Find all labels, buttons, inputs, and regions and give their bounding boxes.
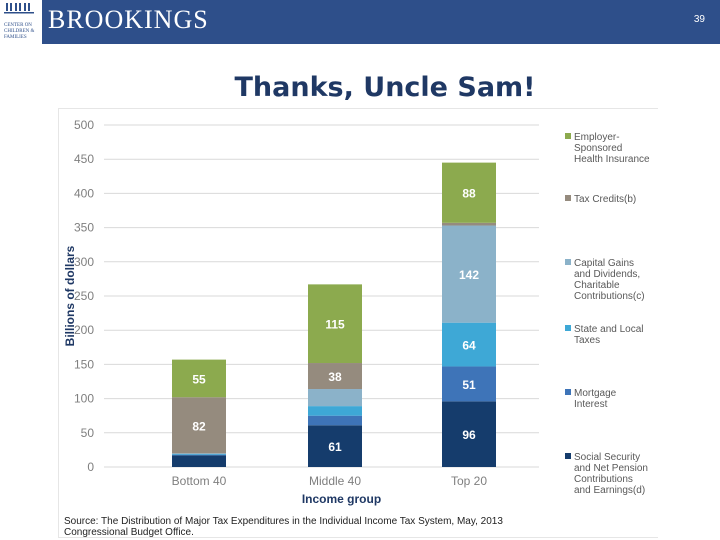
columns-icon xyxy=(4,3,34,14)
bar-segment xyxy=(308,406,362,416)
logo-text: CENTER ON CHILDREN & FAMILIES xyxy=(4,23,35,40)
data-label: 142 xyxy=(459,268,479,282)
y-tick-label: 350 xyxy=(74,221,94,235)
legend-entry-line: Employer- xyxy=(574,132,620,143)
x-tick-label: Top 20 xyxy=(451,474,487,488)
bar-segment xyxy=(172,397,226,454)
y-tick-label: 200 xyxy=(74,323,94,337)
legend-entry-line: Tax Credits(b) xyxy=(574,194,636,205)
y-tick-label: 450 xyxy=(74,152,94,166)
legend-swatch xyxy=(565,259,571,265)
header-bar: CENTER ON CHILDREN & FAMILIES BROOKINGS … xyxy=(0,0,720,44)
legend-entry: Mortgage Interest xyxy=(574,388,617,410)
legend-entry-line: Sponsored xyxy=(574,143,622,154)
legend-entry: Capital Gains and Dividends, Charitable Con… xyxy=(574,258,645,302)
legend-entry-line: and Net Pension xyxy=(574,463,648,474)
y-tick-label: 500 xyxy=(74,118,94,132)
bar-segment xyxy=(442,222,496,226)
bar-segment xyxy=(442,322,496,367)
data-label: 64 xyxy=(462,339,476,353)
bar-segment xyxy=(442,225,496,323)
legend-entry-line: Health Insurance xyxy=(574,154,650,165)
legend-entry-line: Taxes xyxy=(574,335,600,346)
x-axis-label: Income group xyxy=(302,492,381,506)
y-axis-label: Billions of dollars xyxy=(63,245,77,346)
legend-swatch xyxy=(565,133,571,139)
y-tick-label: 0 xyxy=(87,460,94,474)
legend-entry-line: Interest xyxy=(574,399,608,410)
legend-swatch xyxy=(565,453,571,459)
brookings-logo: CENTER ON CHILDREN & FAMILIES xyxy=(0,0,42,44)
legend-entry: Tax Credits(b) xyxy=(574,194,636,205)
legend-entry-line: Contributions xyxy=(574,474,633,485)
slide-title: Thanks, Uncle Sam! xyxy=(234,72,536,103)
data-label: 82 xyxy=(192,419,206,433)
slide-title-wrap: Thanks, Uncle Sam! xyxy=(0,72,720,103)
bar-segment xyxy=(442,162,496,223)
bar-segment xyxy=(442,366,496,402)
side-strip xyxy=(658,108,720,540)
y-tick-label: 400 xyxy=(74,186,94,200)
legend-entry: Social Security and Net Pension Contributi… xyxy=(574,452,648,496)
data-label: 96 xyxy=(462,428,476,442)
y-tick-label: 50 xyxy=(81,426,95,440)
bar-segment xyxy=(308,415,362,426)
source-note: Source: The Distribution of Major Tax Ex… xyxy=(64,516,503,538)
legend-entry-line: and Earnings(d) xyxy=(574,485,645,496)
bar-segment xyxy=(172,454,226,456)
legend-entry-line: Social Security xyxy=(574,452,640,463)
bar-segment xyxy=(172,454,226,455)
data-label: 61 xyxy=(328,440,342,454)
bar-segment xyxy=(308,363,362,390)
bar-segment xyxy=(442,401,496,467)
data-label: 88 xyxy=(462,187,476,201)
legend-entry: State and Local Taxes xyxy=(574,324,644,346)
legend-swatch xyxy=(565,325,571,331)
legend-swatch xyxy=(565,195,571,201)
bar-segment xyxy=(172,453,226,455)
legend-entry-line: Contributions(c) xyxy=(574,291,645,302)
x-tick-label: Middle 40 xyxy=(309,474,361,488)
y-tick-label: 250 xyxy=(74,289,94,303)
legend-entry-line: Capital Gains xyxy=(574,258,634,269)
data-label: 115 xyxy=(325,318,345,332)
legend-entry: Employer-Sponsored Health Insurance xyxy=(574,132,650,165)
y-tick-label: 300 xyxy=(74,255,94,269)
legend-entry-line: Charitable xyxy=(574,280,620,291)
bar-segment xyxy=(308,425,362,467)
legend-swatch xyxy=(565,389,571,395)
legend-entry-line: State and Local xyxy=(574,324,644,335)
bar-segment xyxy=(172,455,226,467)
stacked-bar-chart: 0 50 100 150 200 250 300 350 400 450 500 Billions o… xyxy=(63,118,650,506)
data-label: 38 xyxy=(328,370,342,384)
legend-entry-line: Mortgage xyxy=(574,388,617,399)
x-tick-label: Bottom 40 xyxy=(172,474,227,488)
chart-panel: 0 50 100 150 200 250 300 350 400 450 500 Billions o… xyxy=(58,108,660,538)
brand-name: BROOKINGS xyxy=(48,5,209,34)
legend-entry-line: and Dividends, xyxy=(574,269,640,280)
page-number: 39 xyxy=(693,14,705,25)
bar-segment xyxy=(172,359,226,398)
y-tick-label: 100 xyxy=(74,392,94,406)
y-tick-label: 150 xyxy=(74,357,94,371)
data-label: 55 xyxy=(192,372,206,386)
data-label: 51 xyxy=(462,378,476,392)
bar-segment xyxy=(308,389,362,407)
bar-segment xyxy=(308,284,362,364)
